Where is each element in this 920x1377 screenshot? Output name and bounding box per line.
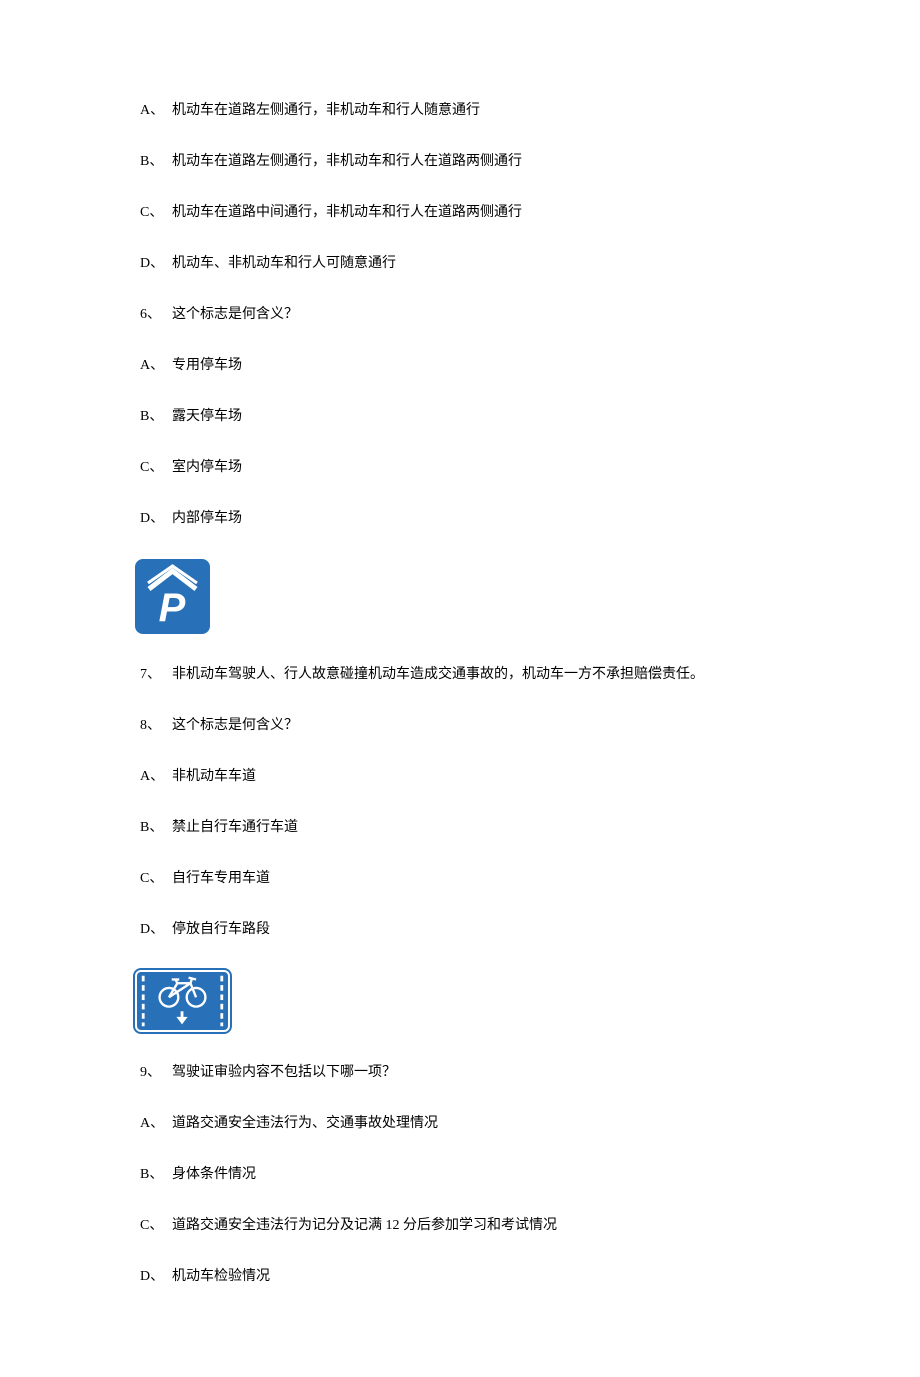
option-line: B、禁止自行车通行车道 [140, 817, 780, 838]
option-line: C、自行车专用车道 [140, 868, 780, 889]
option-letter: A、 [140, 100, 172, 121]
option-letter: B、 [140, 151, 172, 172]
option-text: 禁止自行车通行车道 [172, 817, 298, 838]
option-text: 室内停车场 [172, 457, 242, 478]
option-letter: A、 [140, 1113, 172, 1134]
question-text: 这个标志是何含义？ [172, 715, 298, 736]
question-line: 7、非机动车驾驶人、行人故意碰撞机动车造成交通事故的，机动车一方不承担赔偿责任。 [140, 664, 780, 685]
option-letter: D、 [140, 1266, 172, 1287]
parking-sign-icon: P [135, 559, 210, 634]
option-text: 道路交通安全违法行为、交通事故处理情况 [172, 1113, 438, 1134]
document-content: A、机动车在道路左侧通行，非机动车和行人随意通行B、机动车在道路左侧通行，非机动… [140, 100, 780, 1287]
question-line: 6、这个标志是何含义？ [140, 304, 780, 325]
option-text: 身体条件情况 [172, 1164, 256, 1185]
option-letter: D、 [140, 508, 172, 529]
option-text: 非机动车车道 [172, 766, 256, 787]
question-number: 9、 [140, 1062, 172, 1083]
option-line: A、专用停车场 [140, 355, 780, 376]
question-number: 8、 [140, 715, 172, 736]
option-letter: A、 [140, 355, 172, 376]
option-letter: C、 [140, 1215, 172, 1236]
option-text: 自行车专用车道 [172, 868, 270, 889]
option-letter: C、 [140, 202, 172, 223]
question-text: 非机动车驾驶人、行人故意碰撞机动车造成交通事故的，机动车一方不承担赔偿责任。 [172, 664, 704, 685]
question-text: 驾驶证审验内容不包括以下哪一项？ [172, 1062, 396, 1083]
option-text: 机动车在道路左侧通行，非机动车和行人在道路两侧通行 [172, 151, 522, 172]
question-number: 6、 [140, 304, 172, 325]
option-line: B、身体条件情况 [140, 1164, 780, 1185]
option-letter: D、 [140, 253, 172, 274]
option-text: 机动车、非机动车和行人可随意通行 [172, 253, 396, 274]
option-line: A、道路交通安全违法行为、交通事故处理情况 [140, 1113, 780, 1134]
question-number: 7、 [140, 664, 172, 685]
option-line: D、内部停车场 [140, 508, 780, 529]
option-text: 专用停车场 [172, 355, 242, 376]
option-line: B、机动车在道路左侧通行，非机动车和行人在道路两侧通行 [140, 151, 780, 172]
option-line: A、非机动车车道 [140, 766, 780, 787]
option-line: D、机动车检验情况 [140, 1266, 780, 1287]
option-letter: B、 [140, 817, 172, 838]
option-text: 停放自行车路段 [172, 919, 270, 940]
option-text: 内部停车场 [172, 508, 242, 529]
option-text: 机动车在道路左侧通行，非机动车和行人随意通行 [172, 100, 480, 121]
question-line: 9、驾驶证审验内容不包括以下哪一项？ [140, 1062, 780, 1083]
option-letter: B、 [140, 406, 172, 427]
option-letter: B、 [140, 1164, 172, 1185]
option-line: C、机动车在道路中间通行，非机动车和行人在道路两侧通行 [140, 202, 780, 223]
bicycle-lane-sign-icon [135, 970, 230, 1032]
option-line: C、室内停车场 [140, 457, 780, 478]
option-line: A、机动车在道路左侧通行，非机动车和行人随意通行 [140, 100, 780, 121]
option-text: 机动车检验情况 [172, 1266, 270, 1287]
option-letter: C、 [140, 457, 172, 478]
option-letter: D、 [140, 919, 172, 940]
option-line: C、道路交通安全违法行为记分及记满 12 分后参加学习和考试情况 [140, 1215, 780, 1236]
option-text: 道路交通安全违法行为记分及记满 12 分后参加学习和考试情况 [172, 1215, 557, 1236]
question-text: 这个标志是何含义？ [172, 304, 298, 325]
option-line: B、露天停车场 [140, 406, 780, 427]
option-line: D、停放自行车路段 [140, 919, 780, 940]
option-text: 机动车在道路中间通行，非机动车和行人在道路两侧通行 [172, 202, 522, 223]
svg-text:P: P [159, 586, 186, 630]
option-text: 露天停车场 [172, 406, 242, 427]
question-line: 8、这个标志是何含义？ [140, 715, 780, 736]
option-letter: A、 [140, 766, 172, 787]
option-line: D、机动车、非机动车和行人可随意通行 [140, 253, 780, 274]
option-letter: C、 [140, 868, 172, 889]
